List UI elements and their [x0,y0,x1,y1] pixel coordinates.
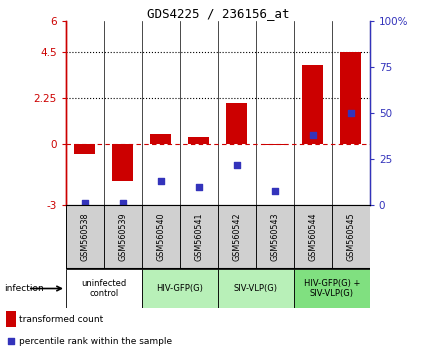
Bar [150,134,171,144]
Bar [294,269,370,308]
Point [309,132,316,138]
Bar [340,52,361,144]
Text: GSM560538: GSM560538 [80,213,89,262]
Bar [294,205,332,269]
Text: HIV-GFP(G) +
SIV-VLP(G): HIV-GFP(G) + SIV-VLP(G) [303,279,360,298]
Text: SIV-VLP(G): SIV-VLP(G) [234,284,278,293]
Bar [264,144,285,145]
Bar [66,269,142,308]
Text: transformed count: transformed count [19,314,103,324]
Bar [74,144,95,154]
Bar [227,103,247,144]
Bar [218,205,256,269]
Point [233,162,240,168]
Bar [6,311,16,327]
Point [8,338,14,344]
Point [157,178,164,184]
Text: HIV-GFP(G): HIV-GFP(G) [156,284,203,293]
Text: GSM560541: GSM560541 [194,213,203,262]
Point [272,188,278,193]
Text: GSM560542: GSM560542 [232,213,241,262]
Bar [302,65,323,144]
Bar [180,205,218,269]
Text: uninfected
control: uninfected control [81,279,127,298]
Bar [218,269,294,308]
Title: GDS4225 / 236156_at: GDS4225 / 236156_at [147,7,289,20]
Text: GSM560543: GSM560543 [270,213,279,262]
Bar [142,269,218,308]
Text: GSM560539: GSM560539 [118,213,127,262]
Bar [256,205,294,269]
Point [119,201,126,206]
Bar [104,205,142,269]
Text: infection: infection [4,284,44,293]
Bar [332,205,370,269]
Bar [112,144,133,181]
Text: percentile rank within the sample: percentile rank within the sample [19,337,172,346]
Point [347,110,354,116]
Bar [188,137,209,144]
Text: GSM560545: GSM560545 [346,213,355,262]
Bar [142,205,180,269]
Text: GSM560540: GSM560540 [156,213,165,262]
Point [196,184,202,190]
Point [82,201,88,206]
Text: GSM560544: GSM560544 [308,213,317,262]
Bar [66,205,104,269]
